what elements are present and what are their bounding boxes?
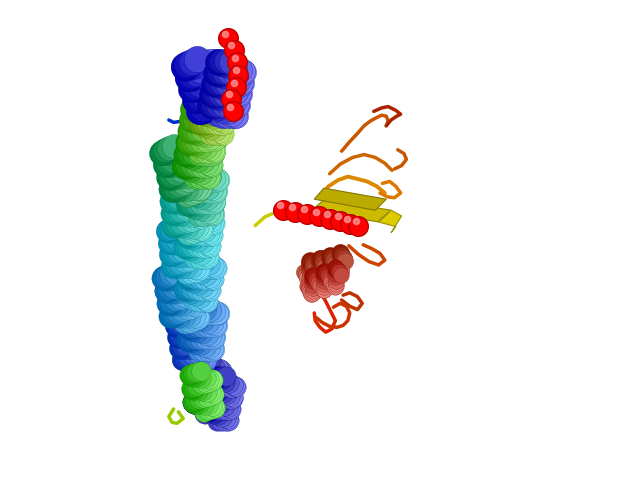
Point — [314, 213, 324, 220]
Point — [228, 108, 238, 115]
Point — [353, 222, 364, 229]
Point — [228, 46, 239, 54]
Point — [226, 95, 236, 103]
Point — [289, 208, 300, 216]
Point — [232, 59, 243, 66]
Point — [275, 202, 285, 209]
Point — [231, 84, 241, 91]
Point — [342, 215, 353, 223]
Point — [287, 204, 297, 211]
Point — [299, 205, 309, 213]
Point — [301, 210, 312, 218]
Point — [345, 220, 355, 228]
Polygon shape — [310, 199, 391, 222]
Point — [223, 35, 233, 42]
Point — [224, 90, 234, 98]
Point — [322, 210, 332, 218]
Polygon shape — [378, 210, 402, 233]
Point — [324, 215, 335, 223]
Point — [231, 66, 241, 74]
Point — [228, 79, 239, 86]
Point — [225, 103, 236, 110]
Point — [335, 217, 346, 225]
Point — [226, 41, 236, 49]
Point — [311, 208, 321, 216]
Point — [234, 71, 244, 79]
Point — [333, 213, 343, 220]
Point — [220, 30, 230, 37]
Point — [230, 54, 240, 61]
Point — [278, 206, 288, 214]
Point — [351, 217, 361, 225]
Polygon shape — [314, 188, 387, 210]
